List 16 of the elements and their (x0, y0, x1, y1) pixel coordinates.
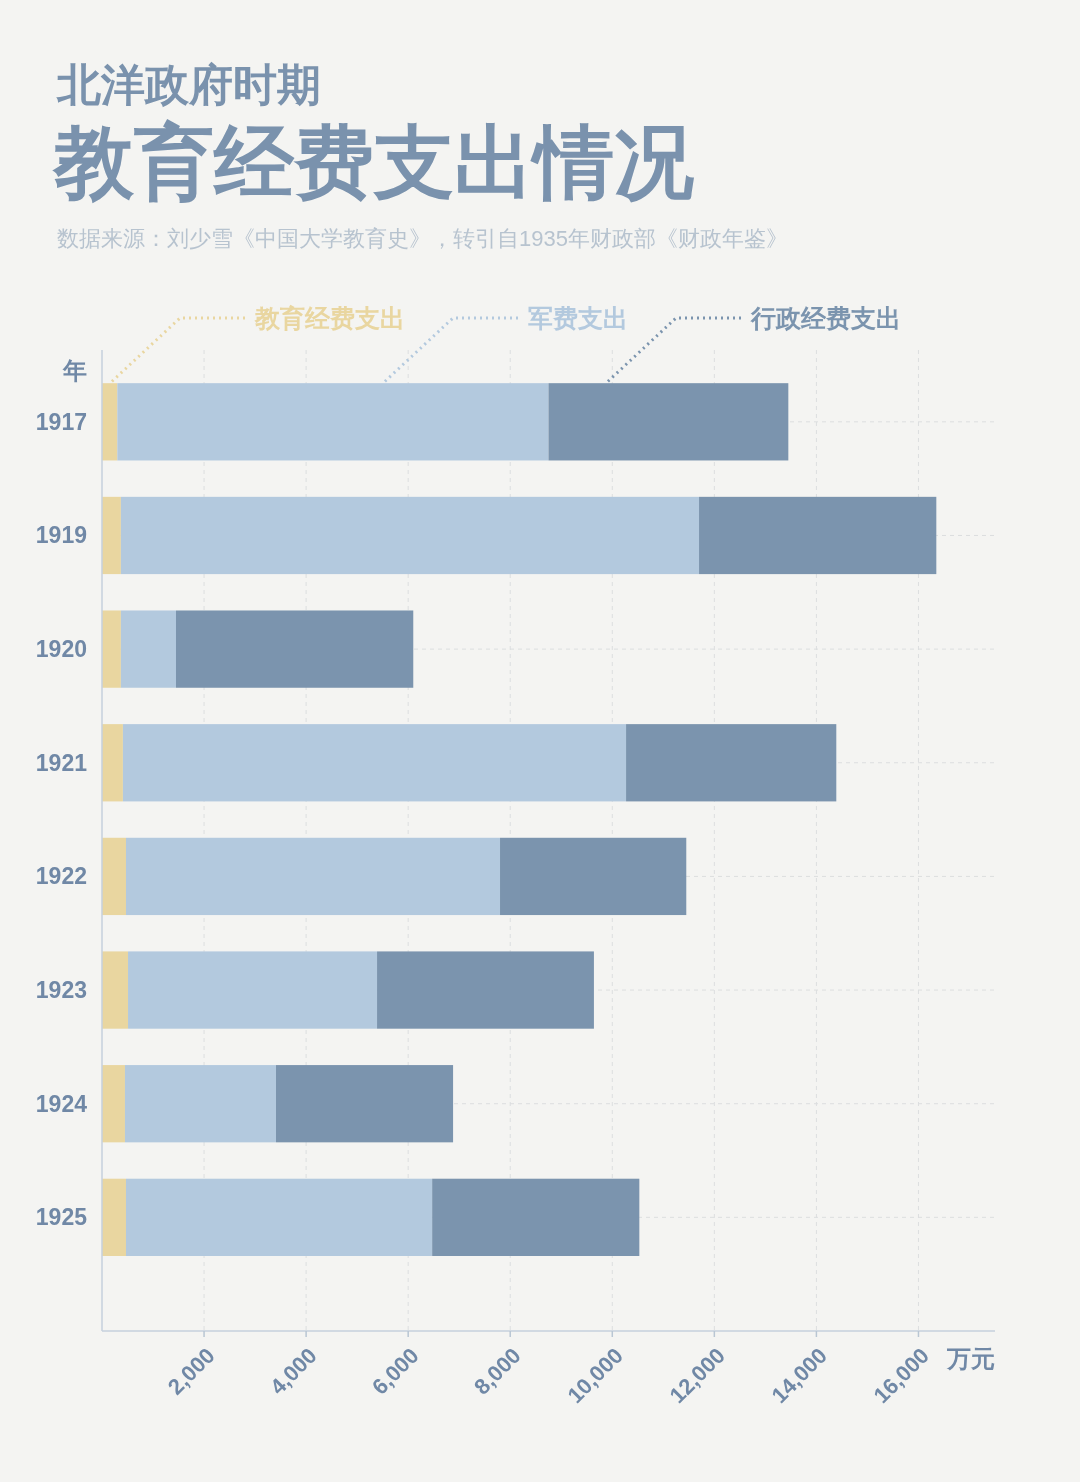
y-tick-label: 1923 (35, 977, 87, 1004)
chart-subtitle: 北洋政府时期 (56, 59, 321, 110)
y-axis-title: 年 (62, 357, 87, 384)
y-tick-label: 1925 (35, 1204, 88, 1231)
chart-title: 教育经费支出情况 (52, 115, 694, 209)
text: 行政经费支出 (750, 304, 901, 332)
y-tick-label: 1924 (35, 1090, 88, 1117)
text: 军费支出 (528, 304, 628, 332)
y-tick-label: 1921 (35, 749, 88, 776)
y-tick-label: 1917 (35, 408, 87, 435)
source-note: 数据来源：刘少雪《中国大学教育史》，转引自1935年财政部《财政年鉴》 (57, 226, 788, 251)
x-axis-title: 万元 (946, 1345, 995, 1372)
y-tick-label: 1920 (35, 636, 87, 663)
y-tick-label: 1922 (35, 863, 87, 890)
text: 教育经费支出 (254, 304, 405, 332)
y-tick-label: 1919 (35, 522, 87, 549)
